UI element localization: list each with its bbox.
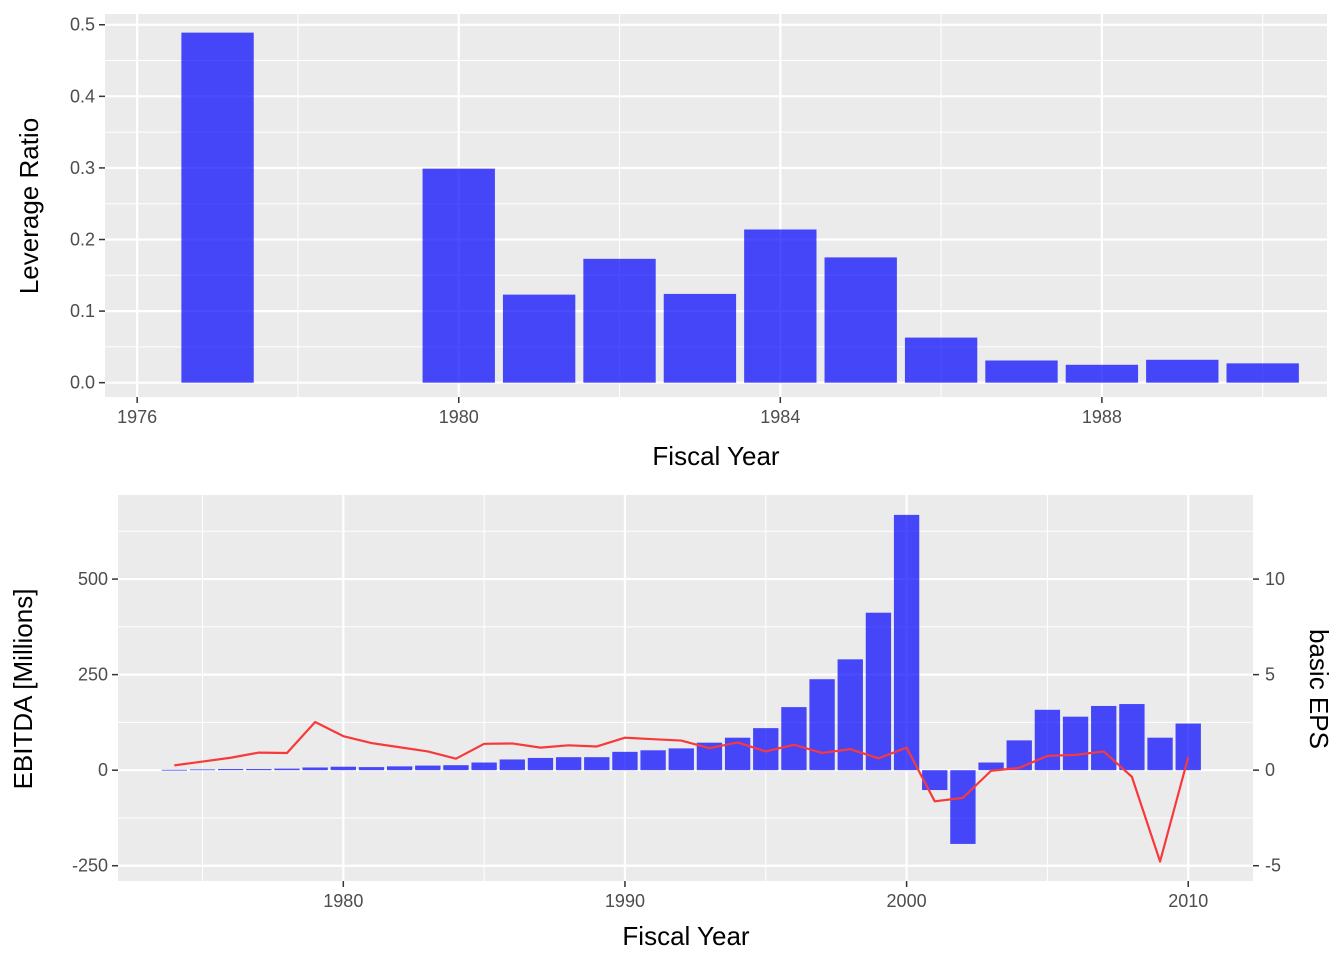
ebitda-bar bbox=[865, 612, 892, 771]
leverage-bar bbox=[1065, 364, 1139, 383]
ebitda-bar bbox=[161, 769, 188, 771]
ebitda-bar bbox=[612, 751, 638, 771]
ebitda-plot-panel bbox=[118, 495, 1253, 881]
ebitda-bar bbox=[358, 767, 385, 771]
ebitda-bar bbox=[1034, 709, 1061, 771]
ebitda-bar bbox=[837, 659, 863, 771]
ebitda-eps-chart: -250 0 250 500 -5 0 5 10 1980 1990 2000 2010 Fiscal… bbox=[8, 495, 1334, 951]
leverage-bar bbox=[1146, 359, 1219, 383]
eps-y2-tick-label: -5 bbox=[1265, 856, 1281, 876]
ebitda-x-axis-title: Fiscal Year bbox=[622, 921, 750, 951]
eps-y2-tick-label: 10 bbox=[1265, 569, 1285, 589]
ebitda-y-axis-title: EBITDA [Millions] bbox=[8, 589, 38, 790]
leverage-bars bbox=[181, 32, 1299, 383]
ebitda-x-tick-label: 2010 bbox=[1168, 891, 1208, 911]
leverage-bar bbox=[181, 32, 254, 383]
leverage-x-tick-label: 1988 bbox=[1082, 407, 1122, 427]
leverage-x-tick-label: 1980 bbox=[439, 407, 479, 427]
ebitda-bar bbox=[217, 769, 244, 771]
leverage-x-tick-label: 1984 bbox=[760, 407, 800, 427]
ebitda-bar bbox=[189, 769, 216, 771]
eps-line bbox=[174, 720, 1190, 863]
ebitda-bar bbox=[668, 748, 694, 771]
ebitda-y-tick-label: 500 bbox=[78, 569, 108, 589]
ebitda-bar bbox=[527, 757, 554, 771]
leverage-axes: 0.0 0.1 0.2 0.3 0.4 0.5 1976 1980 1984 1988 bbox=[70, 15, 1122, 427]
ebitda-bar bbox=[1119, 704, 1145, 771]
ebitda-bar bbox=[781, 707, 807, 771]
leverage-bar bbox=[824, 257, 897, 383]
ebitda-x-tick-label: 2000 bbox=[887, 891, 927, 911]
leverage-x-tick-label: 1976 bbox=[117, 407, 157, 427]
leverage-y-tick-label: 0.4 bbox=[70, 86, 95, 106]
ebitda-bar bbox=[1062, 716, 1089, 771]
eps-y2-tick-label: 5 bbox=[1265, 665, 1275, 685]
ebitda-x-tick-label: 1990 bbox=[605, 891, 645, 911]
leverage-y-tick-label: 0.1 bbox=[70, 301, 95, 321]
ebitda-x-tick-label: 1980 bbox=[323, 891, 363, 911]
ebitda-bar bbox=[415, 765, 441, 771]
leverage-x-axis-title: Fiscal Year bbox=[652, 441, 780, 471]
leverage-bar bbox=[422, 168, 495, 383]
leverage-ratio-chart: 0.0 0.1 0.2 0.3 0.4 0.5 1976 1980 1984 1988 Fisca… bbox=[14, 14, 1327, 471]
ebitda-bar bbox=[640, 750, 666, 771]
leverage-y-axis-title: Leverage Ratio bbox=[14, 118, 44, 294]
leverage-y-tick-label: 0.2 bbox=[70, 230, 95, 250]
ebitda-axes: -250 0 250 500 -5 0 5 10 1980 1990 2000 2010 bbox=[72, 569, 1285, 911]
ebitda-y-tick-label: -250 bbox=[72, 856, 108, 876]
ebitda-y-tick-label: 250 bbox=[78, 665, 108, 685]
leverage-bar bbox=[502, 294, 576, 383]
leverage-y-tick-label: 0.0 bbox=[70, 373, 95, 393]
ebitda-bar bbox=[499, 759, 525, 771]
ebitda-bar bbox=[978, 762, 1004, 771]
ebitda-y-tick-label: 0 bbox=[98, 760, 108, 780]
leverage-bar bbox=[583, 258, 656, 383]
leverage-bar bbox=[985, 360, 1058, 383]
ebitda-bar bbox=[922, 770, 948, 791]
ebitda-bar bbox=[1006, 740, 1032, 771]
ebitda-bar bbox=[386, 766, 413, 771]
ebitda-bar bbox=[246, 769, 272, 771]
ebitda-bar bbox=[1175, 723, 1201, 771]
ebitda-bar bbox=[1147, 737, 1173, 771]
ebitda-bar bbox=[950, 770, 976, 844]
eps-line-layer bbox=[174, 720, 1190, 863]
ebitda-bar bbox=[443, 765, 469, 771]
leverage-bar bbox=[1226, 363, 1299, 383]
ebitda-bar bbox=[893, 514, 920, 771]
ebitda-bar bbox=[274, 768, 300, 771]
leverage-y-tick-label: 0.3 bbox=[70, 158, 95, 178]
leverage-bar bbox=[904, 337, 978, 383]
ebitda-bar bbox=[555, 757, 582, 771]
ebitda-bar bbox=[809, 679, 835, 771]
leverage-y-tick-label: 0.5 bbox=[70, 15, 95, 35]
leverage-bar bbox=[744, 229, 817, 383]
ebitda-bar bbox=[330, 766, 356, 771]
eps-y2-tick-label: 0 bbox=[1265, 760, 1275, 780]
ebitda-bars bbox=[161, 514, 1201, 844]
eps-y2-axis-title: basic EPS bbox=[1304, 629, 1334, 749]
ebitda-bar bbox=[302, 767, 328, 771]
leverage-bar bbox=[663, 293, 737, 383]
ebitda-bar bbox=[584, 757, 610, 771]
ebitda-bar bbox=[471, 762, 497, 771]
